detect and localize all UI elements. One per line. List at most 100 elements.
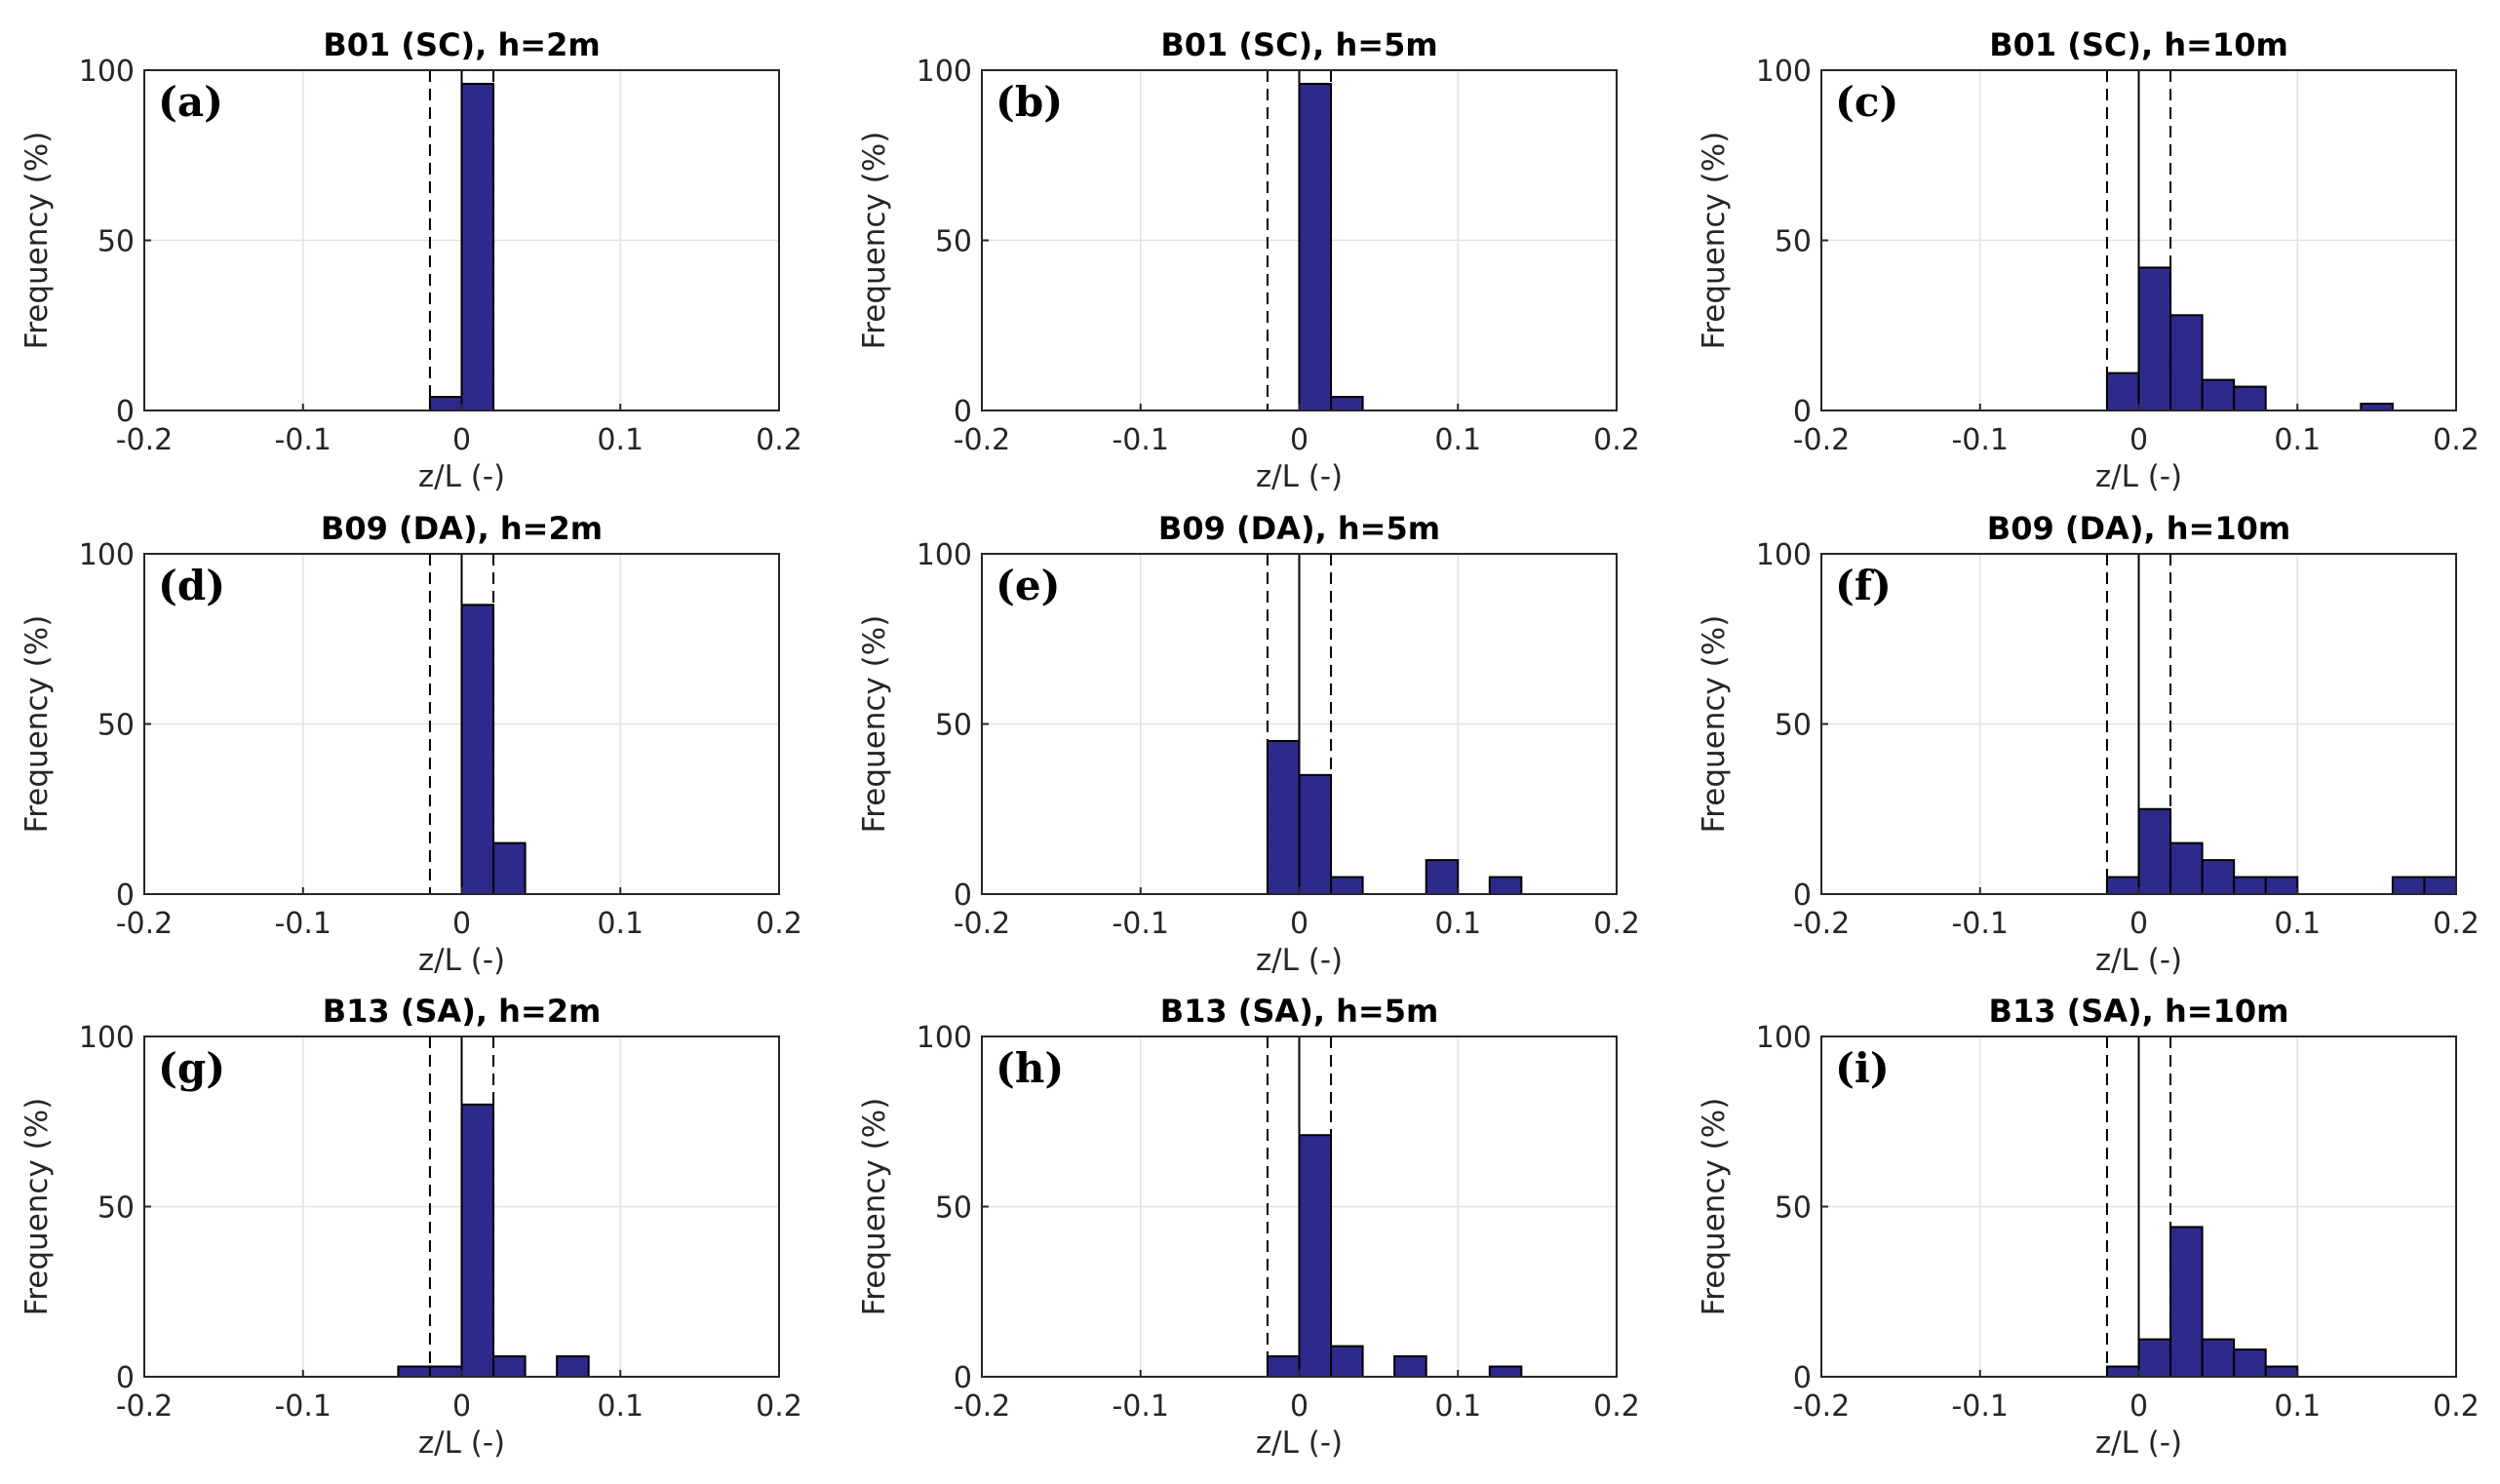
y-tick-label: 100 [1756,55,1812,89]
y-axis-label: Frequency (%) [857,615,892,834]
histogram-bar [2105,1365,2140,1379]
x-tick-label: 0.1 [597,423,644,457]
histogram-bar [1266,739,1301,896]
panel-title: B09 (DA), h=5m [1158,510,1440,547]
histogram-bar [428,396,463,412]
y-tick-label: 50 [98,225,135,259]
histogram-panel-g: -0.2 -0.1 0 0.1 0.2 0 50 100 B13 (SA), h=2m (g) z/… [20,993,802,1461]
x-tick-label: -0.1 [1112,423,1169,457]
histogram-bar [460,604,495,895]
y-tick-label: 100 [917,1021,972,1055]
x-tick-label: -0.1 [274,423,332,457]
x-tick-label: 0 [1290,907,1309,941]
y-tick-label: 0 [954,1361,972,1395]
histogram-bar [556,1355,590,1379]
x-tick-label: 0.2 [1593,1389,1640,1424]
histogram-bar [2233,876,2267,895]
histogram-bar [1393,1355,1427,1379]
x-tick-label: 0.1 [1434,907,1481,941]
histogram-panel-c: -0.2 -0.1 0 0.1 0.2 0 50 100 B01 (SC), h=10m (c) z… [1697,26,2480,494]
x-tick-label: -0.2 [116,1389,174,1424]
panel-title: B13 (SA), h=10m [1989,993,2289,1030]
y-tick-label: 100 [1756,1021,1812,1055]
histogram-bar [1298,773,1333,895]
histogram-bar [428,1365,463,1379]
y-axis-label: Frequency (%) [1697,615,1732,834]
panel-title: B13 (SA), h=5m [1160,993,1439,1030]
histogram-bar [2233,1348,2267,1378]
panel-title: B09 (DA), h=2m [321,510,603,547]
x-tick-label: 0 [452,907,471,941]
y-axis-label: Frequency (%) [20,132,55,350]
y-tick-label: 0 [954,879,972,913]
panel-title: B01 (SC), h=2m [323,26,600,63]
histogram-bar [2264,1365,2299,1379]
x-tick-label: 0.2 [1593,423,1640,457]
histogram-bar [2264,876,2299,895]
panel-letter: (c) [1835,78,1898,126]
y-tick-label: 50 [935,225,972,259]
y-tick-label: 50 [935,1191,972,1226]
x-axis-label: z/L (-) [2095,1425,2182,1461]
histogram-panel-e: -0.2 -0.1 0 0.1 0.2 0 50 100 B09 (DA), h=5m (e) z/… [857,510,1640,978]
x-tick-label: 0.1 [597,1389,644,1424]
y-tick-label: 0 [116,1361,135,1395]
y-tick-label: 0 [1793,395,1812,429]
x-tick-label: 0.1 [1434,423,1481,457]
x-tick-label: 0.1 [597,907,644,941]
x-axis-label: z/L (-) [2095,943,2182,978]
y-axis-label: Frequency (%) [857,132,892,350]
histogram-bar [397,1365,431,1379]
x-tick-label: -0.2 [1793,423,1851,457]
histogram-bar [2201,1338,2236,1378]
x-tick-label: -0.2 [116,423,174,457]
x-tick-label: 0.1 [2274,1389,2321,1424]
x-tick-label: -0.2 [954,907,1011,941]
x-tick-label: 0.2 [756,1389,802,1424]
y-tick-label: 50 [1775,1191,1812,1226]
x-tick-label: -0.1 [1112,1389,1169,1424]
y-tick-label: 0 [954,395,972,429]
histogram-bar [460,1103,495,1379]
x-tick-label: 0.1 [1434,1389,1481,1424]
x-axis-label: z/L (-) [418,943,505,978]
histogram-bar [1488,876,1523,895]
x-tick-label: 0.2 [2433,1389,2480,1424]
y-axis-label: Frequency (%) [1697,132,1732,350]
y-axis-label: Frequency (%) [20,1098,55,1316]
histogram-bar [2201,859,2236,895]
histogram-bar [2169,314,2204,411]
histogram-panel-b: -0.2 -0.1 0 0.1 0.2 0 50 100 B01 (SC), h=5m (b) z/… [857,26,1640,494]
y-axis-label: Frequency (%) [857,1098,892,1316]
x-tick-label: 0.2 [756,423,802,457]
histogram-bar [1266,1355,1301,1379]
x-tick-label: -0.2 [1793,1389,1851,1424]
y-tick-label: 0 [1793,1361,1812,1395]
histogram-bar [2105,371,2140,411]
x-tick-label: -0.2 [954,423,1011,457]
histogram-bar [2201,378,2236,411]
histogram-panel-d: -0.2 -0.1 0 0.1 0.2 0 50 100 B09 (DA), h=2m (d) z/… [20,510,802,978]
y-tick-label: 100 [79,1021,135,1055]
histogram-bar [1330,876,1364,895]
histogram-bar [2391,876,2426,895]
panel-letter: (d) [158,562,225,609]
histogram-panel-i: -0.2 -0.1 0 0.1 0.2 0 50 100 B13 (SA), h=10m (i) z… [1697,993,2480,1461]
panel-letter: (e) [996,562,1060,609]
y-tick-label: 0 [1793,879,1812,913]
histogram-panel-h: -0.2 -0.1 0 0.1 0.2 0 50 100 B13 (SA), h=5m (h) z/… [857,993,1640,1461]
histogram-bar [2360,403,2394,411]
panel-letter: (g) [158,1044,225,1092]
y-tick-label: 100 [79,55,135,89]
x-tick-label: -0.1 [274,907,332,941]
panel-title: B09 (DA), h=10m [1987,510,2290,547]
histogram-bar [2137,266,2172,412]
x-axis-label: z/L (-) [418,459,505,494]
x-tick-label: -0.1 [1951,423,2009,457]
x-tick-label: 0 [2129,907,2148,941]
x-tick-label: 0.1 [2274,423,2321,457]
x-tick-label: 0 [2129,423,2148,457]
histogram-panel-a: -0.2 -0.1 0 0.1 0.2 0 50 100 B01 (SC), h=2m (a) z/… [20,26,802,494]
y-tick-label: 100 [1756,538,1812,572]
